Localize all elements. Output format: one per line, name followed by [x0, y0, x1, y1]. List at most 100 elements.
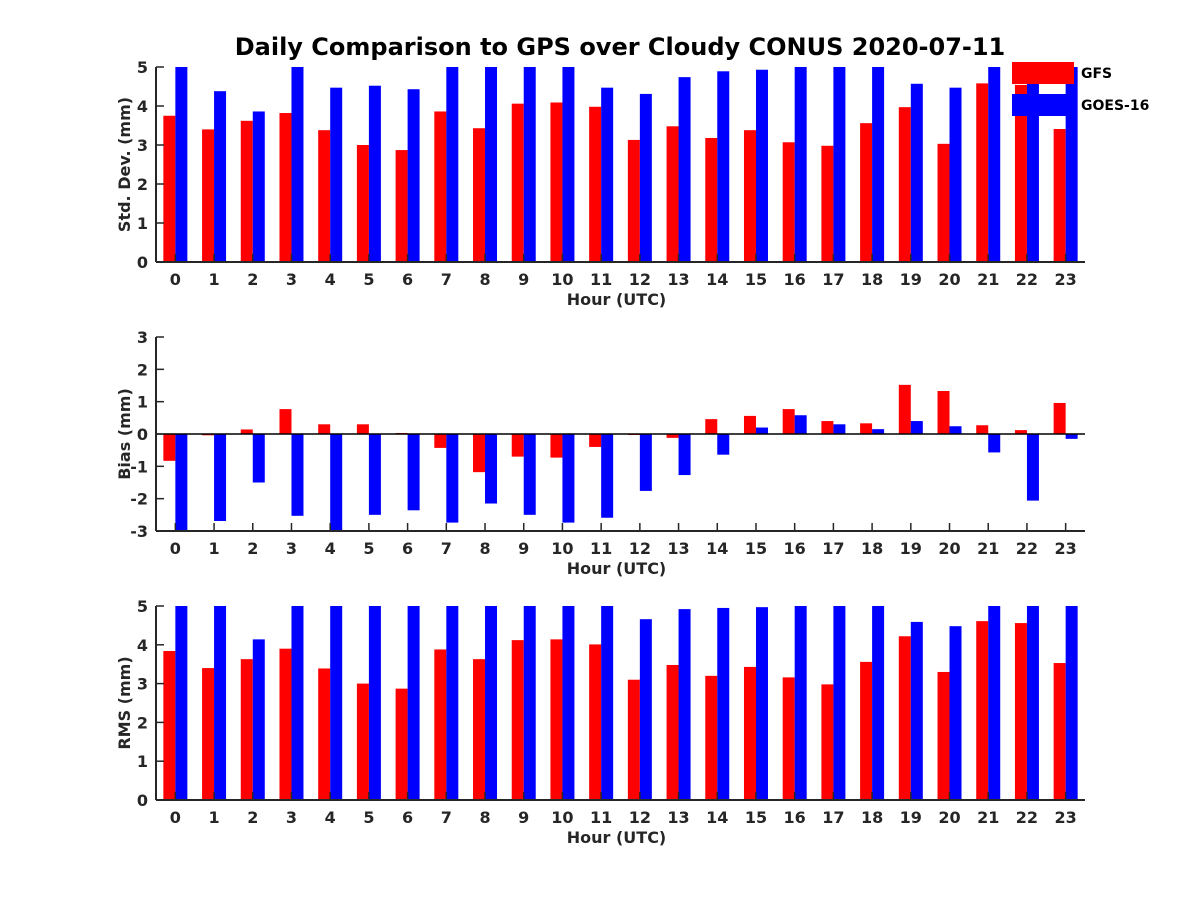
bar-goes-16-hour-20: [949, 626, 962, 800]
bar-gfs-hour-18: [860, 423, 873, 434]
bar-goes-16-hour-7: [446, 606, 459, 800]
x-axis-label: Hour (UTC): [567, 559, 667, 578]
x-tick-label: 8: [479, 270, 490, 289]
bar-goes-16-hour-7: [446, 67, 459, 262]
y-tick-label: 0: [137, 425, 148, 444]
x-tick-label: 23: [1055, 808, 1077, 827]
x-tick-label: 6: [402, 270, 413, 289]
bar-gfs-hour-0: [163, 115, 176, 262]
bar-gfs-hour-23: [1053, 402, 1066, 434]
bar-goes-16-hour-12: [639, 619, 652, 800]
x-tick-label: 18: [861, 808, 883, 827]
y-tick-label: 3: [137, 328, 148, 347]
bar-goes-16-hour-2: [252, 111, 265, 263]
bar-goes-16-hour-6: [407, 434, 420, 511]
y-tick-label: 3: [137, 136, 148, 155]
bar-gfs-hour-20: [937, 671, 950, 800]
y-tick-label: 5: [137, 597, 148, 616]
bar-goes-16-hour-21: [988, 434, 1001, 453]
x-tick-label: 8: [479, 539, 490, 558]
bar-gfs-hour-21: [976, 83, 989, 262]
x-tick-label: 7: [441, 270, 452, 289]
y-tick-label: -2: [130, 490, 148, 509]
y-tick-label: 1: [137, 752, 148, 771]
y-tick-label: 2: [137, 713, 148, 732]
legend-label-goes-16: GOES-16: [1081, 98, 1149, 114]
legend-label-gfs: GFS: [1081, 66, 1112, 82]
bar-gfs-hour-8: [473, 659, 486, 800]
x-tick-label: 18: [861, 270, 883, 289]
bar-gfs-hour-16: [782, 677, 795, 800]
bar-goes-16-hour-4: [330, 87, 343, 262]
bar-gfs-hour-11: [589, 106, 602, 262]
bar-gfs-hour-4: [318, 130, 331, 262]
y-tick-label: 4: [137, 97, 148, 116]
bar-gfs-hour-2: [240, 659, 253, 800]
x-tick-label: 10: [551, 808, 573, 827]
bar-goes-16-hour-9: [523, 606, 536, 800]
x-tick-label: 5: [363, 539, 374, 558]
bar-goes-16-hour-14: [717, 71, 730, 262]
bar-goes-16-hour-13: [678, 434, 691, 476]
bar-goes-16-hour-12: [639, 93, 652, 262]
bar-goes-16-hour-5: [368, 434, 381, 515]
x-tick-label: 2: [247, 270, 258, 289]
bar-gfs-hour-11: [589, 434, 602, 447]
x-tick-label: 16: [784, 539, 806, 558]
bar-goes-16-hour-8: [485, 606, 498, 800]
x-axis-label: Hour (UTC): [567, 828, 667, 847]
bar-goes-16-hour-18: [872, 606, 885, 800]
x-tick-label: 21: [977, 808, 999, 827]
bar-gfs-hour-20: [937, 390, 950, 434]
x-tick-label: 5: [363, 270, 374, 289]
bar-goes-16-hour-3: [291, 434, 304, 516]
x-tick-label: 1: [208, 270, 219, 289]
bar-gfs-hour-4: [318, 424, 331, 434]
bar-gfs-hour-18: [860, 661, 873, 800]
bar-gfs-hour-14: [705, 419, 718, 434]
bar-gfs-hour-13: [666, 664, 679, 800]
x-tick-label: 0: [170, 808, 181, 827]
bar-goes-16-hour-17: [833, 606, 846, 800]
bar-goes-16-hour-8: [485, 434, 498, 504]
bar-goes-16-hour-18: [872, 429, 885, 434]
x-tick-label: 7: [441, 539, 452, 558]
x-tick-label: 0: [170, 539, 181, 558]
bar-gfs-hour-0: [163, 651, 176, 800]
bar-goes-16-hour-0: [175, 67, 188, 262]
bar-goes-16-hour-21: [988, 67, 1001, 262]
bar-gfs-hour-8: [473, 128, 486, 262]
bar-gfs-hour-22: [1014, 623, 1027, 800]
bar-goes-16-hour-17: [833, 67, 846, 262]
x-tick-label: 13: [667, 808, 689, 827]
bar-goes-16-hour-11: [601, 606, 614, 800]
bar-gfs-hour-21: [976, 621, 989, 800]
bar-goes-16-hour-5: [368, 85, 381, 262]
bar-goes-16-hour-0: [175, 434, 188, 531]
bar-gfs-hour-16: [782, 409, 795, 434]
x-tick-label: 17: [822, 539, 844, 558]
bar-goes-16-hour-23: [1065, 434, 1078, 439]
bar-gfs-hour-1: [202, 668, 215, 800]
x-tick-label: 23: [1055, 539, 1077, 558]
bar-gfs-hour-6: [395, 688, 408, 800]
bar-gfs-hour-17: [821, 145, 834, 262]
bar-gfs-hour-15: [743, 666, 756, 800]
bar-goes-16-hour-9: [523, 67, 536, 262]
bar-goes-16-hour-15: [755, 69, 768, 262]
x-tick-label: 10: [551, 539, 573, 558]
x-tick-label: 16: [784, 808, 806, 827]
bar-gfs-hour-0: [163, 434, 176, 461]
bar-goes-16-hour-1: [214, 434, 227, 521]
bar-goes-16-hour-16: [794, 415, 807, 434]
bar-goes-16-hour-19: [910, 621, 923, 800]
y-tick-label: 1: [137, 393, 148, 412]
bar-gfs-hour-15: [743, 415, 756, 434]
bar-goes-16-hour-23: [1065, 606, 1078, 800]
x-tick-label: 12: [629, 270, 651, 289]
y-tick-label: 5: [137, 58, 148, 77]
x-tick-label: 1: [208, 808, 219, 827]
y-axis-label: RMS (mm): [115, 656, 134, 749]
x-tick-label: 2: [247, 808, 258, 827]
